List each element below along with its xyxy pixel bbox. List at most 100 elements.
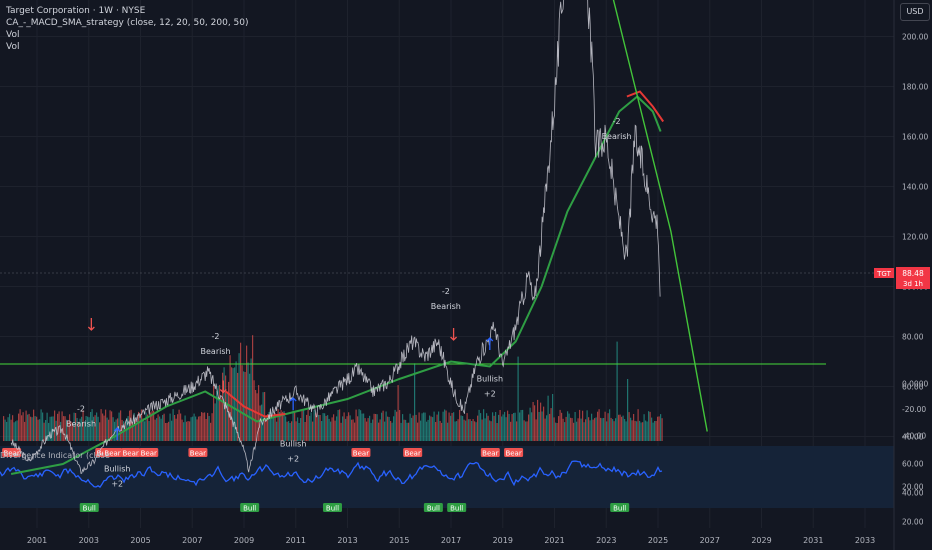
divergence-indicator-title[interactable]: Divergence Indicator (close: [0, 451, 110, 460]
volume-bar: [364, 418, 366, 441]
volume-bar: [316, 412, 318, 441]
volume-bar: [528, 414, 530, 441]
volume-bar: [340, 422, 342, 441]
volume-bar: [151, 410, 153, 441]
volume-study-2[interactable]: Vol: [6, 42, 20, 52]
osc-bear-label: Bear: [188, 448, 208, 458]
volume-bar: [597, 411, 599, 441]
symbol-title[interactable]: Target Corporation · 1W · NYSE: [6, 6, 146, 16]
volume-bar: [573, 422, 575, 441]
volume-bar: [84, 421, 86, 441]
volume-bar: [373, 413, 375, 441]
volume-bar: [277, 409, 279, 441]
volume-bar: [141, 409, 143, 441]
volume-bar: [508, 414, 510, 441]
volume-bar: [588, 417, 590, 441]
annotation-bull: +2: [287, 455, 299, 464]
price-tick-label: 120.00: [902, 233, 928, 242]
volume-bar: [66, 419, 68, 441]
volume-bar: [10, 419, 12, 441]
x-tick-label: 2013: [337, 536, 357, 545]
osc-bull-label: Bull: [79, 503, 99, 513]
volume-bar: [399, 410, 401, 441]
volume-bar: [57, 413, 59, 441]
volume-bar: [447, 422, 449, 441]
volume-bar: [301, 410, 303, 441]
volume-bar: [456, 421, 458, 441]
osc-bear-text: Bear: [3, 450, 19, 458]
volume-bar: [13, 422, 15, 441]
volume-bar: [150, 412, 152, 441]
volume-bar: [306, 414, 308, 441]
volume-bar: [417, 422, 419, 441]
x-tick-label: 2021: [544, 536, 564, 545]
volume-bar: [442, 411, 444, 441]
volume-bar: [328, 418, 330, 441]
bearish-curve: [626, 90, 665, 123]
ticker-tag-bg: [874, 268, 894, 278]
price-tick-label: 40.00: [902, 433, 924, 442]
volume-bar: [331, 417, 333, 441]
volume-bar: [547, 395, 549, 441]
volume-bar: [178, 409, 180, 441]
volume-bar: [67, 421, 69, 441]
volume-bar: [646, 421, 648, 441]
volume-bar: [480, 413, 482, 441]
volume-bar: [420, 420, 422, 441]
annotation-bull: +2: [111, 480, 123, 489]
volume-bar: [510, 421, 512, 441]
volume-bar: [627, 379, 629, 441]
volume-bar: [454, 421, 456, 441]
volume-bar: [537, 399, 539, 441]
volume-bar: [45, 420, 47, 441]
currency-button[interactable]: USD: [900, 3, 930, 21]
volume-bar: [435, 422, 437, 441]
volume-bar: [492, 412, 494, 441]
x-tick-label: 2033: [855, 536, 875, 545]
volume-bar: [229, 355, 231, 441]
volume-bar: [348, 412, 350, 441]
volume-bar: [325, 415, 327, 441]
volume-bar: [295, 421, 297, 441]
volume-bar: [246, 345, 248, 441]
volume-bar: [70, 421, 72, 441]
volume-bar: [334, 420, 336, 441]
osc-bear-label: Bear: [103, 448, 123, 458]
volume-bar: [250, 358, 252, 441]
volume-study-1[interactable]: Vol: [6, 30, 20, 40]
volume-bar: [213, 385, 215, 441]
osc-bull-bg: [240, 503, 260, 512]
volume-bar: [543, 406, 545, 441]
volume-bar: [390, 421, 392, 441]
volume-bar: [81, 416, 83, 441]
x-tick-label: 2007: [182, 536, 202, 545]
volume-bar: [550, 408, 552, 441]
study-title[interactable]: CA_-_MACD_SMA_strategy (close, 12, 20, 5…: [6, 18, 249, 28]
volume-bar: [255, 390, 257, 441]
volume-bar: [97, 416, 99, 441]
volume-bar: [534, 405, 536, 441]
osc-bear-text: Bear: [104, 450, 120, 458]
volume-bar: [429, 415, 431, 441]
volume-bar: [211, 413, 213, 441]
osc-bear-bg: [2, 448, 22, 457]
volume-bar: [157, 414, 159, 441]
volume-bar: [618, 414, 620, 441]
volume-bar: [631, 420, 633, 441]
volume-bar: [504, 411, 506, 441]
x-tick-label: 2003: [79, 536, 99, 545]
volume-bar: [519, 412, 521, 441]
x-tick-label: 2009: [234, 536, 254, 545]
volume-bar: [297, 417, 299, 441]
volume-bar: [133, 412, 135, 441]
osc-bear-bg: [139, 448, 159, 457]
volume-bar: [318, 414, 320, 441]
annotation-bear: Bearish: [66, 420, 96, 429]
volume-bar: [372, 419, 374, 441]
volume-bar: [139, 414, 141, 441]
volume-bar: [82, 410, 84, 441]
volume-bar: [19, 409, 21, 441]
volume-bar: [466, 413, 468, 441]
volume-bar: [61, 411, 63, 441]
